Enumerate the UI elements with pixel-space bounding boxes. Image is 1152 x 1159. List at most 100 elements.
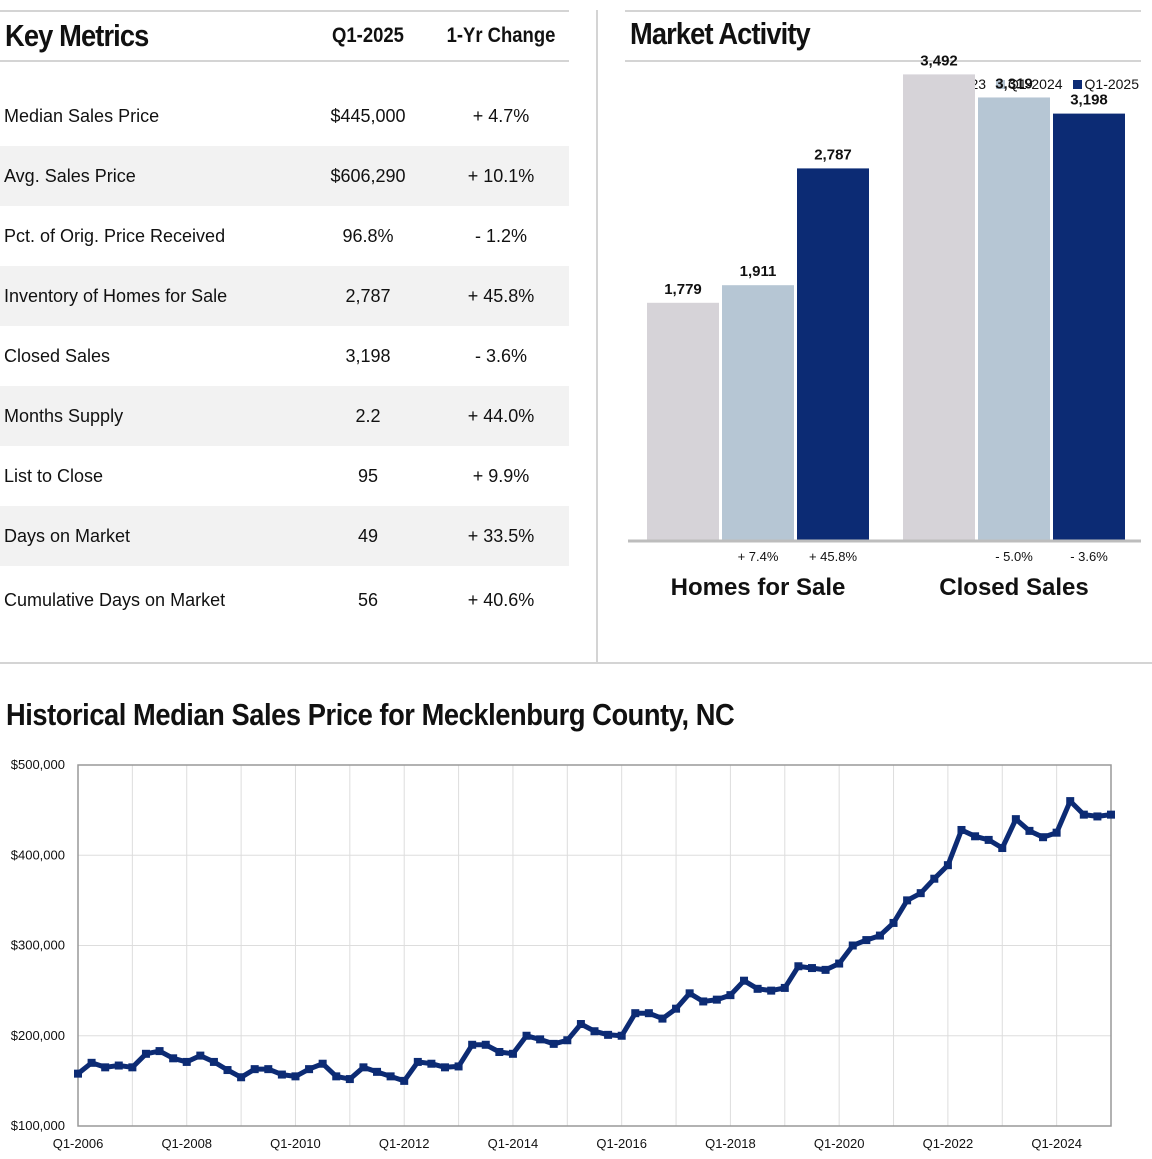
data-point: [617, 1031, 626, 1040]
bar-value-label: 3,492: [920, 52, 958, 69]
panel-divider-vertical: [596, 10, 598, 662]
data-point: [903, 896, 912, 905]
data-point: [305, 1065, 314, 1074]
data-point: [427, 1059, 436, 1068]
market-activity-title: Market Activity: [630, 16, 811, 51]
data-point: [971, 832, 980, 841]
data-point: [699, 997, 708, 1006]
data-point: [332, 1072, 341, 1081]
price-series-line: [76, 798, 1112, 1084]
metric-value: 49: [357, 526, 379, 546]
legend-swatch: [996, 79, 1006, 89]
table-row: Cumulative Days on Market 56 + 40.6%: [0, 566, 569, 634]
legend-label: Q1-2024: [1008, 76, 1063, 92]
data-point: [590, 1027, 599, 1036]
data-point: [468, 1040, 477, 1049]
market-activity-bar-chart: 1,779 1,911 + 7.4% 2,787 + 45.8% Homes for Sa…: [628, 52, 1141, 601]
bar: [722, 285, 794, 540]
data-point: [794, 962, 803, 971]
x-tick-label: Q1-2020: [814, 1136, 865, 1151]
metric-change: + 33.5%: [467, 526, 535, 546]
data-point: [87, 1058, 96, 1067]
table-row: Months Supply 2.2 + 44.0%: [0, 386, 569, 446]
table-top-rule: [0, 10, 569, 12]
x-tick-label: Q1-2018: [705, 1136, 756, 1151]
data-point: [196, 1051, 205, 1060]
table-row: Inventory of Homes for Sale 2,787 + 45.8…: [0, 266, 569, 326]
x-tick-label: Q1-2006: [53, 1136, 104, 1151]
bar-value-label: 3,198: [1070, 92, 1108, 109]
x-tick-label: Q1-2014: [488, 1136, 539, 1151]
metric-label: Inventory of Homes for Sale: [4, 286, 228, 306]
data-point: [658, 1014, 667, 1023]
metric-value: $445,000: [330, 106, 406, 126]
table-row: Closed Sales 3,198 - 3.6%: [0, 326, 569, 386]
metric-label: Days on Market: [4, 526, 131, 546]
data-point: [780, 983, 789, 992]
panel-top-rule: [625, 10, 1141, 12]
table-body: Median Sales Price $445,000 + 4.7% Avg. …: [0, 86, 569, 634]
bar-value-label: 1,779: [664, 281, 702, 298]
data-point: [182, 1057, 191, 1066]
data-point: [1011, 815, 1020, 824]
bar: [797, 168, 869, 540]
data-point: [114, 1061, 123, 1070]
data-point: [685, 989, 694, 998]
data-point: [223, 1066, 232, 1075]
historical-chart-title: Historical Median Sales Price for Meckle…: [6, 697, 735, 732]
data-point: [386, 1072, 395, 1081]
data-point: [631, 1009, 640, 1018]
panel-divider-horizontal: [0, 662, 1152, 664]
metric-value: 2,787: [345, 286, 391, 306]
bar-value-label: 2,787: [814, 146, 852, 163]
data-point: [413, 1057, 422, 1066]
data-point: [454, 1062, 463, 1071]
data-point: [1025, 826, 1034, 835]
data-point: [277, 1070, 286, 1079]
metric-change: - 1.2%: [474, 226, 528, 246]
metric-label: List to Close: [4, 466, 104, 486]
key-metrics-title: Key Metrics: [5, 18, 149, 53]
data-point: [998, 844, 1007, 853]
metric-value: 56: [357, 590, 379, 610]
table-header: Key Metrics Q1-2025 1-Yr Change: [0, 12, 569, 62]
data-point: [1066, 797, 1075, 806]
data-point: [916, 889, 925, 898]
table-row: Avg. Sales Price $606,290 + 10.1%: [0, 146, 569, 206]
bar: [978, 97, 1050, 540]
metric-value: 3,198: [345, 346, 391, 366]
data-point: [753, 984, 762, 993]
metric-change: + 10.1%: [467, 166, 535, 186]
bar: [647, 302, 719, 540]
metric-value: 95: [357, 466, 379, 486]
data-point: [1039, 833, 1048, 842]
y-tick-label: $100,000: [11, 1118, 65, 1133]
data-point: [373, 1067, 382, 1076]
metric-label: Cumulative Days on Market: [4, 590, 226, 610]
data-point: [400, 1076, 409, 1085]
bar-change-label: - 5.0%: [995, 549, 1033, 564]
data-point: [889, 918, 898, 927]
data-point: [1052, 828, 1061, 837]
y-tick-label: $500,000: [11, 757, 65, 772]
data-point: [862, 936, 871, 945]
market-activity-panel: Market Activity Q1-2023 Q1-2024 Q1-2025 …: [625, 10, 1141, 650]
data-point: [644, 1009, 653, 1018]
data-point: [1093, 812, 1102, 821]
data-point: [318, 1059, 327, 1068]
column-header-period: Q1-2025: [332, 24, 404, 47]
data-point: [1107, 810, 1115, 819]
data-point: [726, 991, 735, 1000]
data-point: [128, 1063, 137, 1072]
plot-frame: [77, 764, 1112, 1127]
metric-change: + 4.7%: [472, 106, 530, 126]
data-point: [481, 1040, 490, 1049]
metric-label: Avg. Sales Price: [4, 166, 136, 186]
data-point: [672, 1004, 681, 1013]
data-point: [930, 874, 939, 883]
metric-label: Months Supply: [4, 406, 124, 426]
data-point: [169, 1054, 178, 1063]
table-row: List to Close 95 + 9.9%: [0, 446, 569, 506]
bar: [903, 74, 975, 541]
x-tick-label: Q1-2012: [379, 1136, 430, 1151]
